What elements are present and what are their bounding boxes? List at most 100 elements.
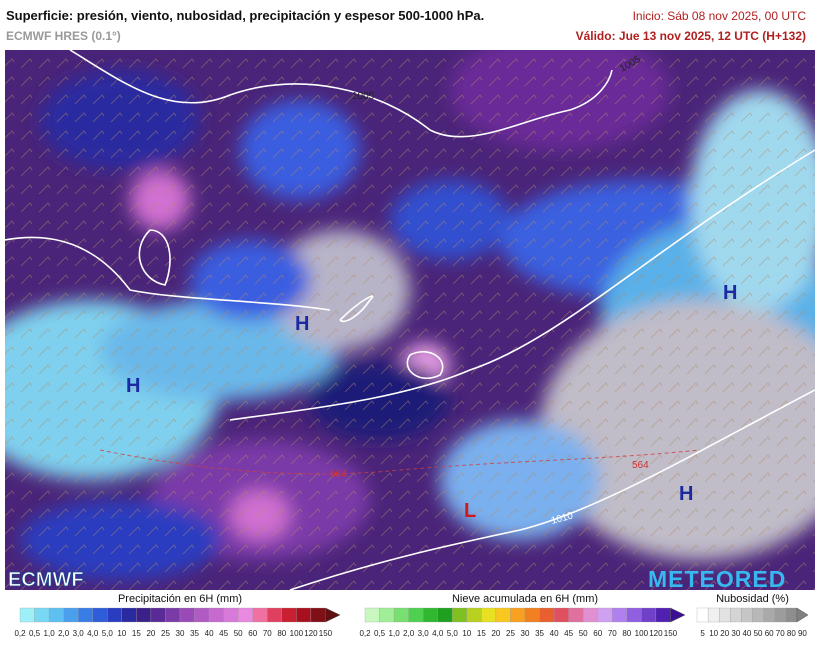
legend-label: 70 [263,629,272,638]
legend-swatch [510,607,526,623]
legend-label: 5,0 [447,629,459,638]
legend-label: 25 [161,629,170,638]
legend-label: 0,5 [29,629,41,638]
legend-label: 120 [649,629,663,638]
legend-label: 2,0 [58,629,70,638]
legend-swatch [437,607,453,623]
legend-swatch [539,607,555,623]
legend-swatch [752,607,764,623]
legend-label: 0,2 [359,629,371,638]
legend-swatch [466,607,482,623]
legend-label: 60 [593,629,602,638]
legend-title: Precipitación en 6H (mm) [118,593,242,605]
legend-swatch [495,607,511,623]
pressure-center: H [723,282,737,304]
legend-label: 3,0 [73,629,85,638]
pressure-center: H [126,375,140,397]
legend-label: 100 [635,629,649,638]
legend-swatch [179,607,195,623]
legend-title: Nubosidad (%) [716,593,789,605]
legend-label: 45 [219,629,228,638]
legend-label: 45 [564,629,573,638]
legend-swatch [785,607,798,623]
legend-swatch [19,607,35,623]
legend-label: 3,0 [418,629,430,638]
legend-swatch [296,607,312,623]
legend-label: 20 [720,629,729,638]
legend-label: 150 [319,629,333,638]
logo-ecmwf: ECMWF [8,569,84,591]
legend-label: 100 [290,629,304,638]
legend-label: 70 [776,629,785,638]
legend-label: 80 [787,629,796,638]
pressure-center: H [295,313,309,335]
legend-swatch [379,607,395,623]
legend-swatch [553,607,569,623]
legend-swatch [408,607,424,623]
legend-label: 40 [205,629,214,638]
legend-swatch [238,607,253,623]
pressure-center: L [464,500,476,522]
model: ECMWF HRES (0.1°) [6,29,121,43]
legend-swatch [481,607,497,623]
legend-swatch [223,607,239,623]
legend-swatch [393,607,409,623]
legend-label: 15 [477,629,486,638]
legend-swatch [364,607,380,623]
legend-label: 0,2 [14,629,26,638]
legend-swatch [696,607,709,623]
legend-label: 60 [765,629,774,638]
legend-swatch [78,607,93,623]
legend-swatch [136,607,152,623]
legend-swatch [34,607,50,623]
legend-swatch [597,607,613,623]
legend-label: 5,0 [102,629,114,638]
legend-label: 30 [176,629,185,638]
legend-label: 4,0 [87,629,99,638]
legend-label: 40 [742,629,751,638]
legend-label: 35 [190,629,199,638]
thickness-label: 564 [632,460,649,471]
legend-label: 50 [234,629,243,638]
legend-label: 10 [462,629,471,638]
legend-swatch [583,607,598,623]
legend-swatch [423,607,438,623]
legend-swatch [252,607,268,623]
legend-swatch [741,607,753,623]
legend-label: 80 [622,629,631,638]
legend-label: 30 [521,629,530,638]
legend-label: 10 [709,629,718,638]
legend-swatch [626,607,642,623]
legend-label: 30 [731,629,740,638]
legend-swatch [452,607,467,623]
legend-label: 1,0 [44,629,56,638]
legend-swatch [719,607,731,623]
legend-swatch [165,607,181,623]
isobar-label: 1005 [352,91,375,102]
legend-swatch [48,607,64,623]
legend-swatch [281,607,297,623]
init-time: Inicio: Sáb 08 nov 2025, 00 UTC [633,9,807,23]
legend-swatch [325,607,341,623]
legend-swatch [763,607,775,623]
legend-label: 35 [535,629,544,638]
legend-swatch [568,607,584,623]
legend-swatch [730,607,742,623]
legend-label: 70 [608,629,617,638]
legend-swatch [774,607,786,623]
legend-label: 50 [754,629,763,638]
legend-swatch [524,607,540,623]
legend-label: 20 [491,629,500,638]
legend-label: 80 [277,629,286,638]
legend-label: 60 [248,629,257,638]
legend-swatch [92,607,108,623]
legend-label: 2,0 [403,629,415,638]
legend-swatch [707,607,720,623]
legend-swatch [796,607,809,623]
legend-label: 0,5 [374,629,386,638]
map: 1005 1005 1010 564 564 H H H H L ECMWF M… [5,50,815,591]
thickness-label: 564 [330,469,347,480]
legend-swatch [612,607,627,623]
legend-label: 120 [304,629,318,638]
